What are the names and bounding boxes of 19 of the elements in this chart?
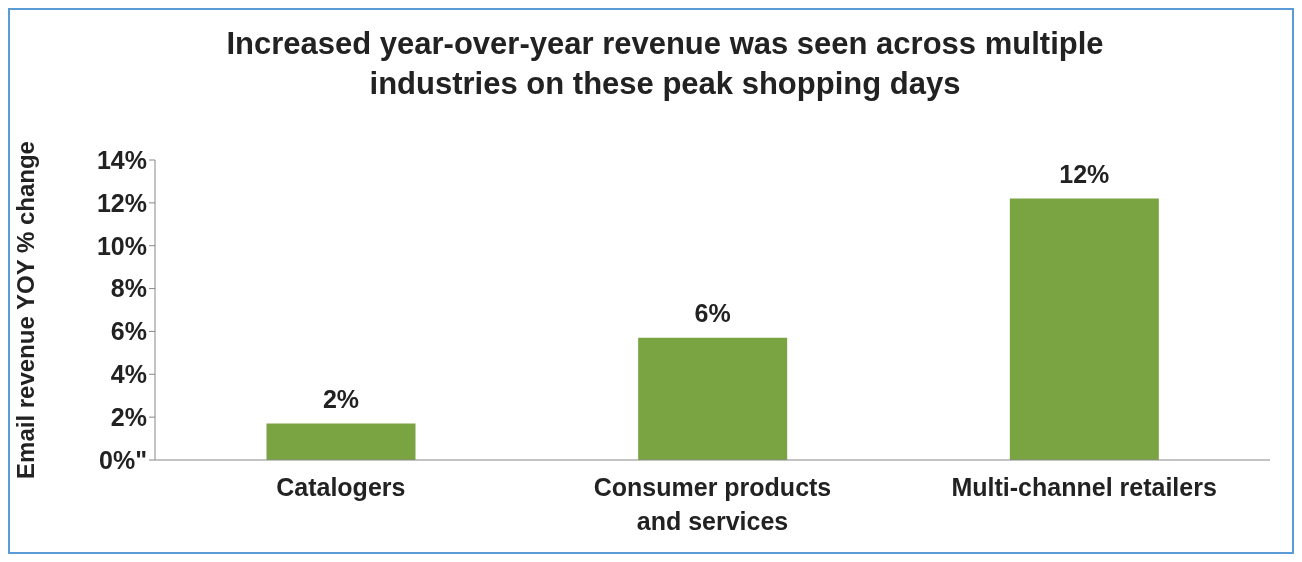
- data-label: 12%: [1059, 159, 1110, 188]
- bar: [1009, 198, 1159, 460]
- data-label: 2%: [322, 384, 360, 413]
- y-tick-label: 14%: [96, 145, 147, 174]
- y-tick-label: 0%": [99, 445, 147, 474]
- y-tick-label: 12%: [96, 188, 147, 217]
- bar: [638, 337, 788, 460]
- x-tick-label: Multi-channel retailers: [951, 473, 1217, 501]
- y-tick-label: 10%: [96, 231, 147, 260]
- y-tick-label: 6%: [110, 317, 147, 346]
- bar: [266, 423, 416, 460]
- x-tick-label: Consumer products and services: [593, 473, 832, 535]
- y-tick-label: 4%: [110, 360, 147, 389]
- x-tick-label: Catalogers: [276, 473, 406, 501]
- data-label: 6%: [694, 298, 731, 327]
- y-tick-label: 8%: [110, 274, 147, 303]
- y-tick-label: 2%: [110, 403, 147, 432]
- chart-title: Increased year-over-year revenue was seen across multiple industries on these peak shopping days: [225, 25, 1105, 103]
- y-axis-title: Email revenue YOY % change: [11, 141, 39, 479]
